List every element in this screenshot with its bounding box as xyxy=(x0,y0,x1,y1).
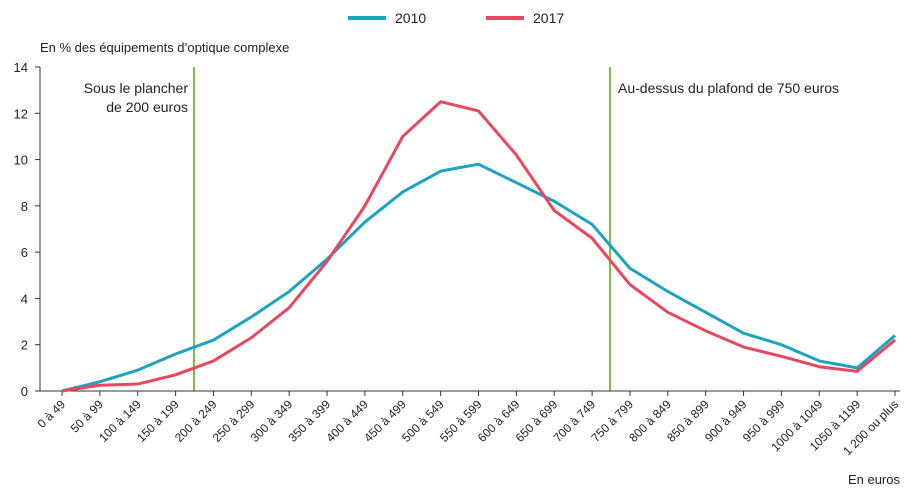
annotation: Au-dessus du plafond de 750 euros xyxy=(618,80,839,96)
y-tick-label: 12 xyxy=(14,106,28,121)
x-axis-label: En euros xyxy=(848,472,901,487)
y-tick-label: 10 xyxy=(14,153,28,168)
series-line xyxy=(61,162,896,393)
y-tick-label: 6 xyxy=(21,245,28,260)
legend-label: 2017 xyxy=(533,10,564,26)
y-tick-label: 0 xyxy=(21,384,28,399)
y-tick-label: 8 xyxy=(21,199,28,214)
legend-label: 2010 xyxy=(395,10,426,26)
y-tick-label: 4 xyxy=(21,291,28,306)
x-tick-label: 0 à 49 xyxy=(35,397,69,431)
annotation: Sous le plancher xyxy=(84,80,189,96)
series-line xyxy=(61,100,896,393)
annotation: de 200 euros xyxy=(106,99,188,115)
y-tick-label: 14 xyxy=(14,60,28,75)
y-tick-label: 2 xyxy=(21,338,28,353)
y-axis-label: En % des équipements d’optique complexe xyxy=(40,40,289,55)
